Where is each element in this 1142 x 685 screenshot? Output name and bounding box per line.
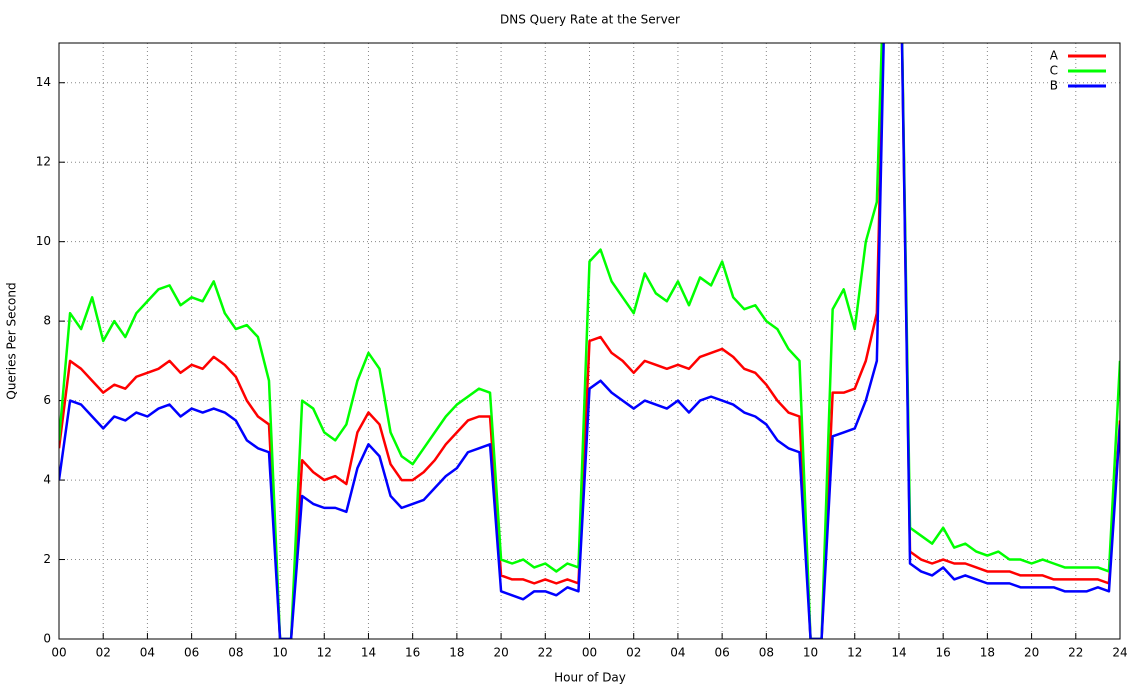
- x-tick-label: 02: [626, 646, 641, 660]
- y-tick-label: 14: [36, 75, 51, 89]
- x-tick-label: 16: [936, 646, 951, 660]
- x-tick-label: 16: [405, 646, 420, 660]
- x-tick-label: 18: [980, 646, 995, 660]
- series-line: [59, 43, 1120, 639]
- y-tick-label: 10: [36, 234, 51, 248]
- legend-label: B: [1050, 79, 1058, 93]
- x-tick-label: 22: [1068, 646, 1083, 660]
- y-tick-label: 8: [43, 314, 51, 328]
- x-tick-label: 08: [759, 646, 774, 660]
- y-tick-label: 12: [36, 155, 51, 169]
- x-tick-label: 14: [891, 646, 906, 660]
- x-tick-label: 20: [1024, 646, 1039, 660]
- series-line: [59, 43, 1120, 639]
- x-tick-label: 04: [140, 646, 155, 660]
- x-tick-label: 06: [714, 646, 729, 660]
- y-tick-label: 2: [43, 552, 51, 566]
- y-tick-label: 0: [43, 632, 51, 646]
- x-tick-label: 22: [538, 646, 553, 660]
- y-tick-label: 6: [43, 393, 51, 407]
- x-tick-label: 04: [670, 646, 685, 660]
- legend-label: C: [1050, 64, 1058, 78]
- x-tick-label: 20: [493, 646, 508, 660]
- plot-area: [59, 43, 1120, 639]
- x-tick-label: 10: [272, 646, 287, 660]
- plot-border: [58, 42, 1121, 640]
- x-tick-label: 02: [96, 646, 111, 660]
- series-line: [59, 43, 1120, 639]
- x-tick-label: 00: [51, 646, 66, 660]
- x-tick-label: 18: [449, 646, 464, 660]
- x-tick-label: 24: [1112, 646, 1127, 660]
- legend-label: A: [1050, 49, 1059, 63]
- chart-title: DNS Query Rate at the Server: [500, 13, 680, 27]
- x-tick-label: 12: [317, 646, 332, 660]
- x-tick-label: 14: [361, 646, 376, 660]
- x-tick-label: 08: [228, 646, 243, 660]
- y-tick-label: 4: [43, 473, 51, 487]
- x-axis-label: Hour of Day: [554, 671, 626, 685]
- y-axis-label: Queries Per Second: [5, 282, 19, 399]
- x-tick-label: 12: [847, 646, 862, 660]
- legend: ACB: [1050, 49, 1106, 93]
- x-tick-label: 10: [803, 646, 818, 660]
- x-tick-label: 06: [184, 646, 199, 660]
- x-tick-label: 00: [582, 646, 597, 660]
